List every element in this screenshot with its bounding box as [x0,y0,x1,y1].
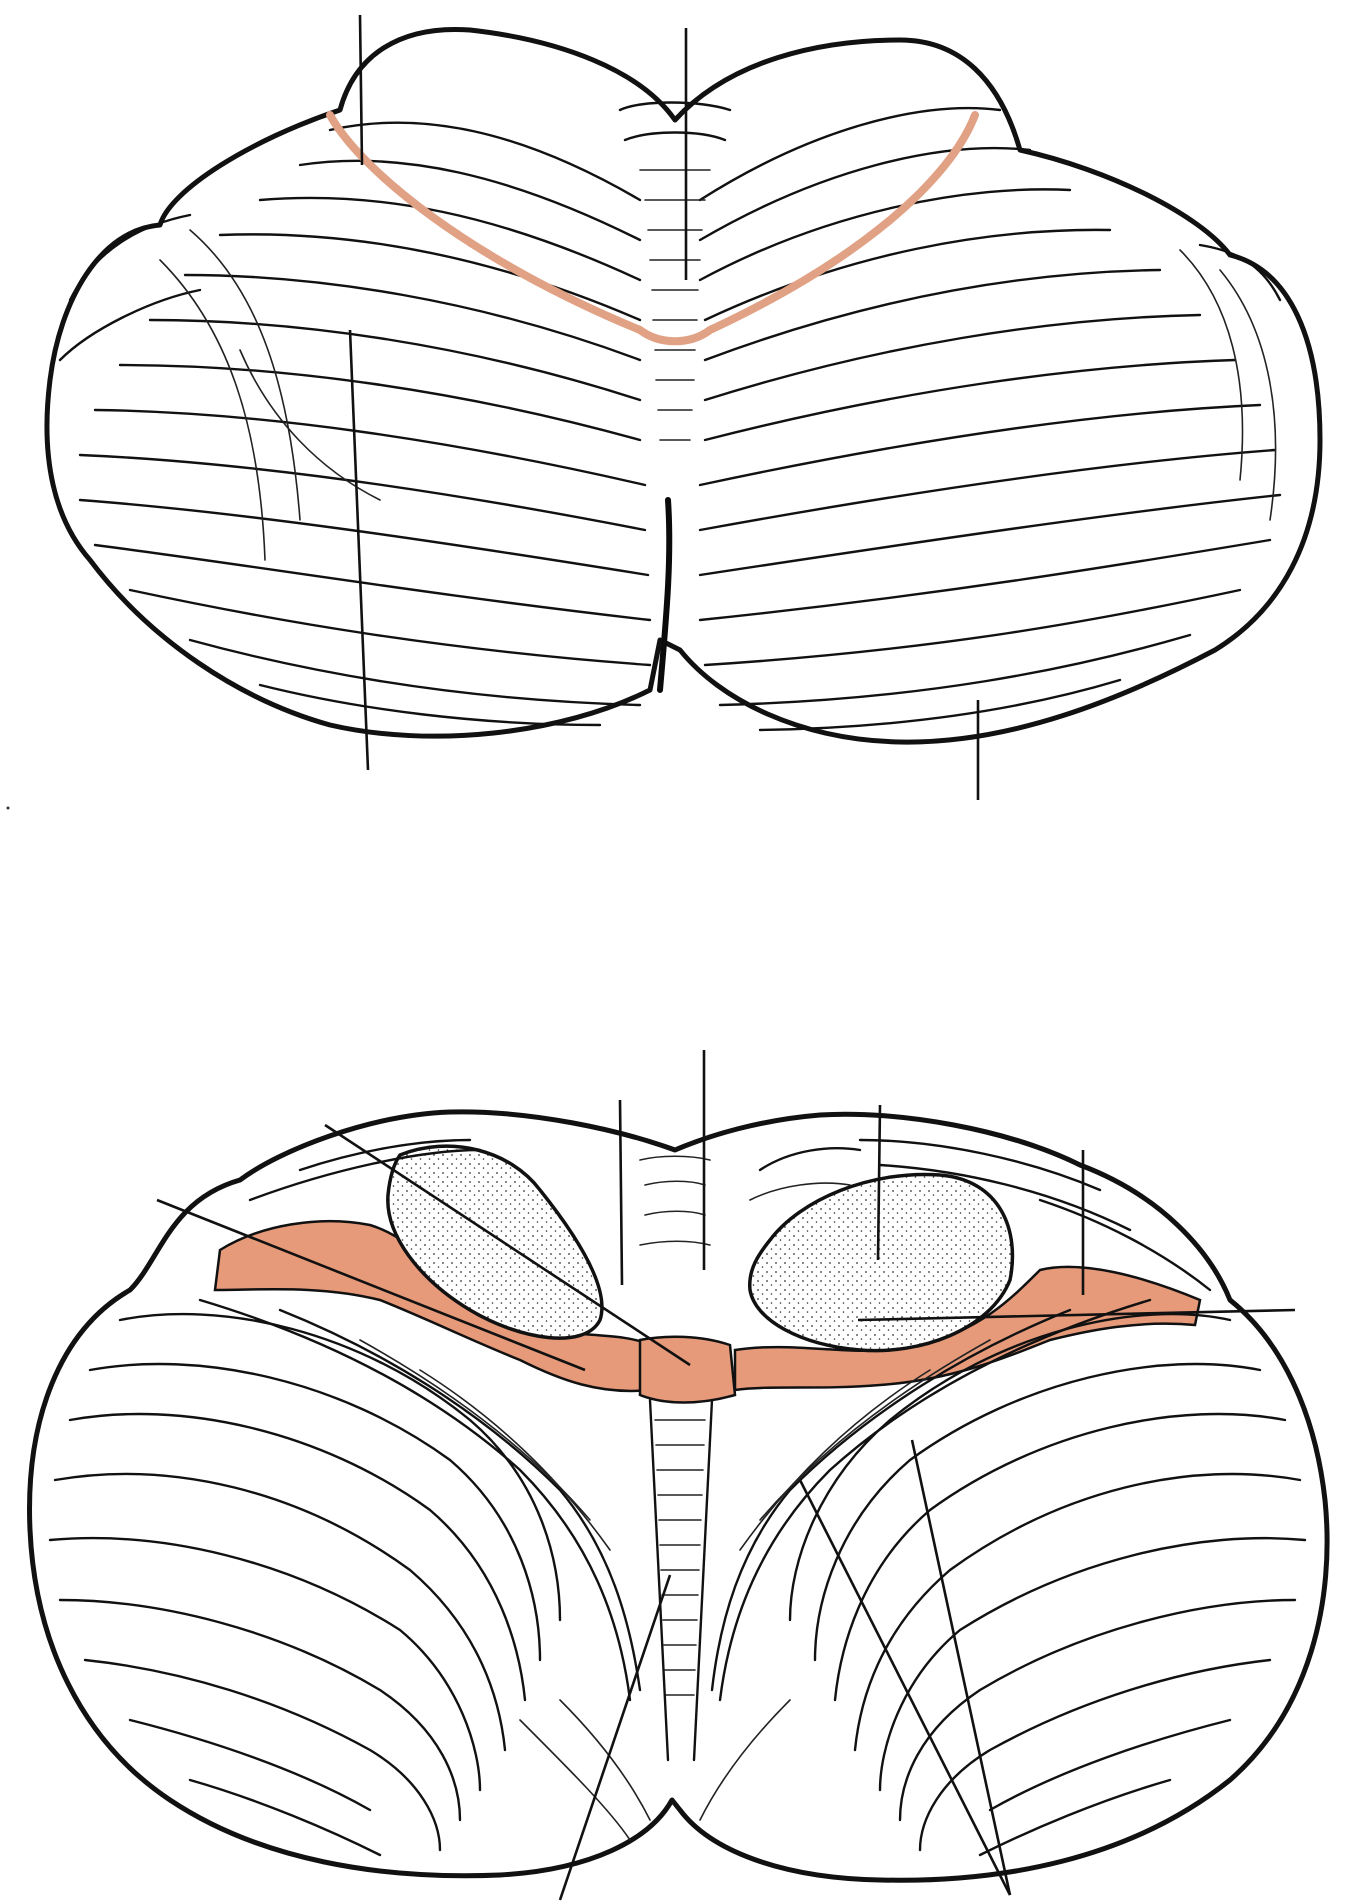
inferior-upper-folia [248,1138,1212,1292]
leader-line [348,329,370,771]
posterior-cerebellar-notch [657,497,673,693]
leader-line [156,1198,586,1372]
superior-outline [44,26,1323,745]
leader-line [618,1099,624,1286]
right-hemisphere-folia [698,106,1282,732]
leader-line [358,14,364,166]
left-tonsil [386,1144,604,1340]
inferior-view-panel [27,1050,1330,1901]
inferior-vermis [648,1398,714,1762]
leader-line [558,1574,672,1901]
stray-mark [6,806,10,810]
leader-line [798,1479,1012,1896]
nodulus-region [638,1335,737,1404]
primary-fissure [326,111,979,346]
inferior-leader-lines [156,1050,1296,1901]
superior-view-panel [44,14,1323,800]
right-tonsil [748,1172,1015,1353]
inferior-right-hemisphere-folia [699,1298,1307,1857]
leader-line [857,1308,1296,1322]
leader-line [910,1439,1012,1896]
leader-line [324,1123,691,1367]
left-hemisphere-folia [58,121,652,727]
superior-vermis [618,101,732,441]
inferior-left-hemisphere-folia [48,1298,651,1857]
superior-leader-lines [348,14,980,800]
leader-line [876,1104,882,1261]
